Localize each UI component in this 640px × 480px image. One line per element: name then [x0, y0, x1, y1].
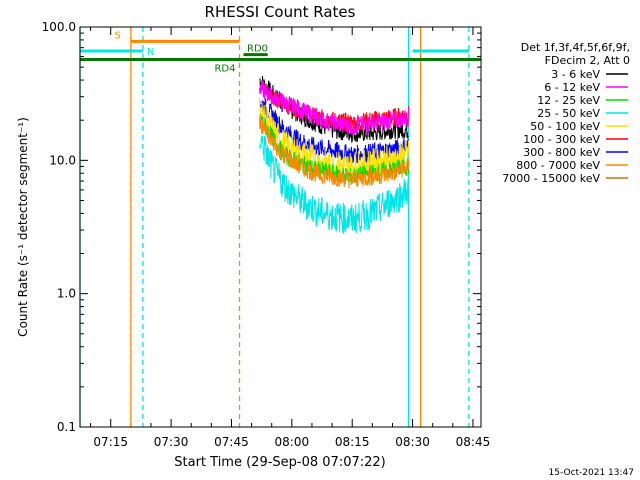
annotation-label: RD0	[247, 44, 268, 55]
legend-header-line-1: Det 1f,3f,4f,5f,6f,9f,	[521, 41, 630, 54]
attenuator-annotations: S N RD4 RD0	[80, 30, 481, 75]
annotation-label: RD4	[214, 64, 235, 75]
y-tick-label: 0.1	[57, 420, 76, 434]
x-axis-label: Start Time (29-Sep-08 07:07:22)	[174, 455, 385, 470]
legend-entry-label: 800 - 7000 keV	[516, 159, 600, 172]
x-axis-ticks: 07:15 07:30 07:45 08:00 08:15 08:30 08:45	[90, 27, 491, 449]
legend-entry-label: 50 - 100 keV	[530, 120, 600, 133]
timestamp: 15-Oct-2021 13:47	[549, 468, 634, 478]
annotation-label: N	[147, 47, 154, 58]
series-lines	[259, 75, 410, 234]
chart-title: RHESSI Count Rates	[205, 3, 356, 21]
series-line	[259, 135, 410, 234]
y-tick-label: 1.0	[57, 287, 76, 301]
legend-entry-label: 100 - 300 keV	[523, 133, 600, 146]
y-tick-label: 100.0	[42, 20, 76, 34]
x-tick-label: 07:15	[93, 435, 128, 449]
y-tick-label: 10.0	[49, 153, 76, 167]
x-tick-label: 08:15	[335, 435, 370, 449]
legend-entry-label: 6 - 12 keV	[544, 81, 600, 94]
legend-header-line-2: FDecim 2, Att 0	[545, 54, 630, 67]
x-tick-label: 07:30	[154, 435, 189, 449]
x-tick-label: 07:45	[214, 435, 249, 449]
x-tick-label: 08:45	[456, 435, 491, 449]
y-axis-label: Count Rate (s⁻¹ detector segment⁻¹)	[16, 117, 30, 337]
legend-entry-label: 7000 - 15000 keV	[502, 172, 600, 185]
plot-frame	[79, 26, 482, 428]
series-line	[259, 115, 410, 189]
legend-entry-label: 12 - 25 keV	[537, 94, 600, 107]
x-tick-label: 08:00	[275, 435, 310, 449]
x-tick-label: 08:30	[395, 435, 430, 449]
legend-entry-label: 25 - 50 keV	[537, 107, 600, 120]
legend-entry-label: 3 - 6 keV	[551, 68, 600, 81]
series-line	[259, 80, 410, 136]
annotation-label: S	[114, 30, 120, 41]
legend-entry-label: 300 - 800 keV	[523, 146, 600, 159]
